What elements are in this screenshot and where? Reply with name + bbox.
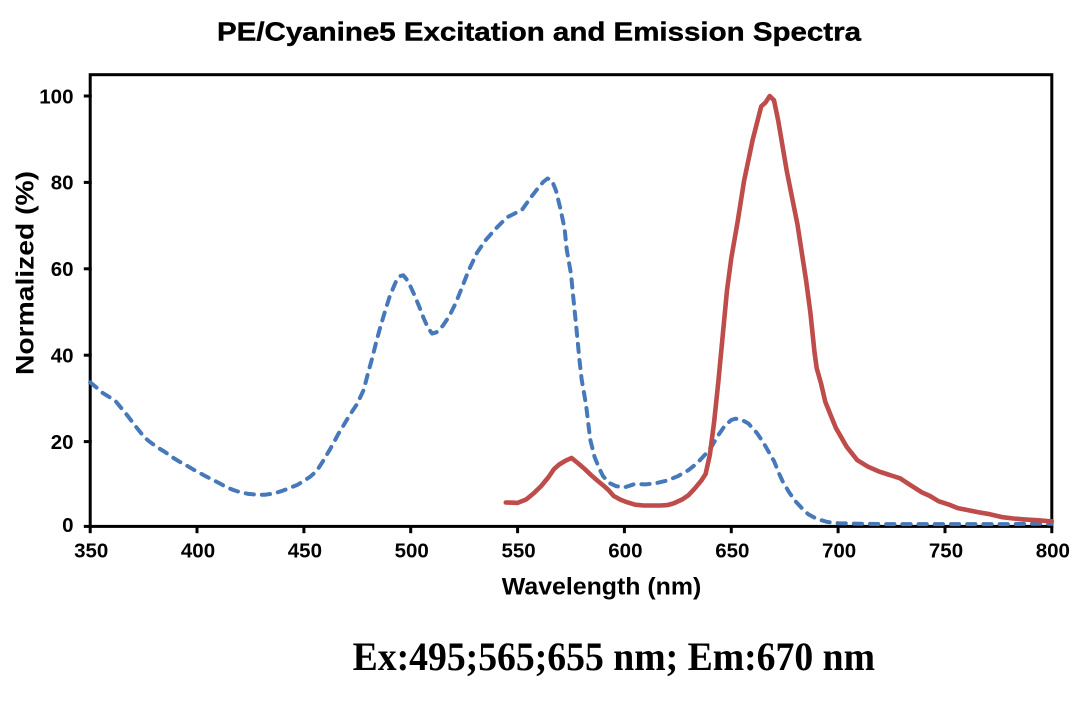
svg-text:700: 700	[822, 540, 856, 563]
svg-text:600: 600	[608, 540, 642, 563]
svg-text:60: 60	[51, 258, 74, 281]
svg-text:800: 800	[1036, 540, 1070, 563]
svg-text:650: 650	[715, 540, 749, 563]
svg-text:Normalized (%): Normalized (%)	[12, 171, 40, 375]
svg-text:80: 80	[51, 172, 74, 195]
svg-text:550: 550	[501, 540, 535, 563]
svg-text:Ex:495;565;655 nm; Em:670 nm: Ex:495;565;655 nm; Em:670 nm	[353, 634, 875, 679]
svg-text:100: 100	[39, 85, 73, 108]
svg-text:400: 400	[181, 540, 215, 563]
svg-text:500: 500	[395, 540, 429, 563]
svg-text:PE/Cyanine5 Excitation and Emi: PE/Cyanine5 Excitation and Emission Spec…	[217, 16, 862, 46]
svg-text:450: 450	[288, 540, 322, 563]
svg-text:20: 20	[51, 431, 74, 454]
svg-text:350: 350	[74, 540, 108, 563]
svg-text:40: 40	[51, 345, 74, 368]
svg-text:Wavelength (nm): Wavelength (nm)	[502, 574, 702, 601]
svg-text:750: 750	[929, 540, 963, 563]
svg-text:0: 0	[62, 514, 73, 537]
